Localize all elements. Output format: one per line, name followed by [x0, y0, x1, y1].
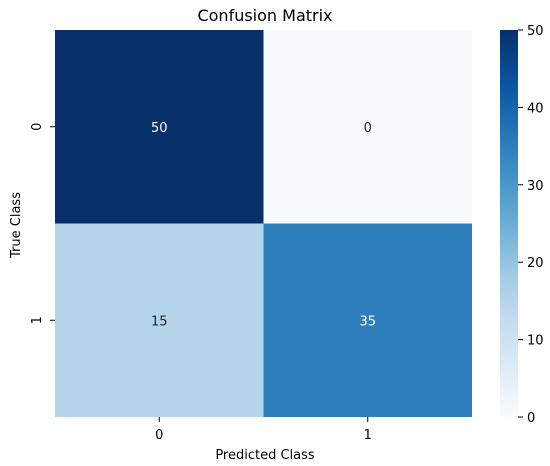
y-axis-label: True Class — [9, 192, 24, 259]
y-tick-label-0: 0 — [30, 123, 45, 131]
heatmap-cells: 50 0 15 35 — [55, 30, 472, 417]
y-tick-label-1: 1 — [30, 316, 45, 324]
x-axis-label: Predicted Class — [215, 448, 315, 463]
cell-label-r1-c0: 15 — [151, 314, 168, 329]
x-tick-label-1: 1 — [364, 428, 372, 443]
heatmap-cell-r0-c1 — [263, 30, 472, 224]
heatmap-cell-r1-c0 — [55, 223, 264, 417]
heatmap-cell-r0-c0 — [55, 30, 264, 224]
colorbar: 0 10 20 30 40 50 — [500, 24, 544, 426]
colorbar-gradient — [500, 30, 518, 417]
cell-label-r1-c1: 35 — [359, 314, 376, 329]
axis-ticks: 0 1 0 1 — [30, 123, 372, 443]
colorbar-tick-label-0: 0 — [527, 411, 535, 426]
x-tick-label-0: 0 — [155, 428, 163, 443]
cell-label-r0-c1: 0 — [364, 121, 372, 136]
colorbar-tick-label-4: 40 — [527, 101, 544, 116]
cell-label-r0-c0: 50 — [151, 121, 168, 136]
heatmap-cell-r1-c1 — [263, 223, 472, 417]
colorbar-tick-label-5: 50 — [527, 24, 544, 39]
colorbar-tick-label-2: 20 — [527, 256, 544, 271]
colorbar-tick-label-3: 30 — [527, 179, 544, 194]
colorbar-tick-label-1: 10 — [527, 334, 544, 349]
chart-title: Confusion Matrix — [197, 6, 332, 25]
